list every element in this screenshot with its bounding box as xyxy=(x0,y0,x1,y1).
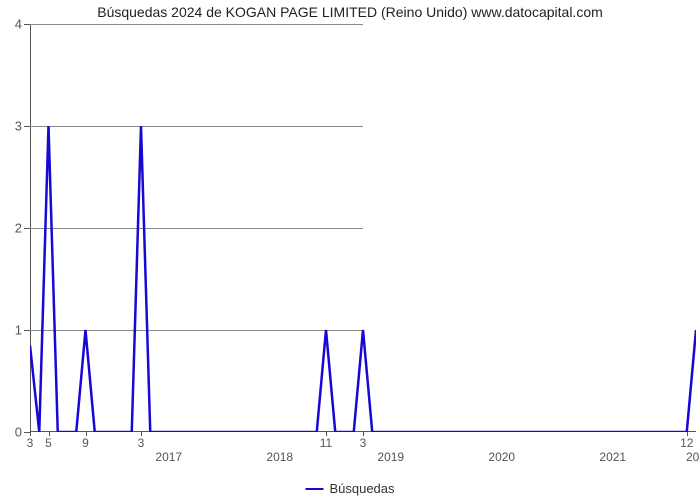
y-tick-label: 1 xyxy=(15,323,30,338)
x-major-label: 2019 xyxy=(377,450,404,464)
x-major-label: 2021 xyxy=(599,450,626,464)
x-minor-label: 3 xyxy=(360,436,367,450)
x-major-label: 2017 xyxy=(155,450,182,464)
line-chart: Búsquedas 2024 de KOGAN PAGE LIMITED (Re… xyxy=(0,0,700,500)
y-tick-label: 2 xyxy=(15,221,30,236)
legend-swatch xyxy=(305,488,323,490)
chart-title: Búsquedas 2024 de KOGAN PAGE LIMITED (Re… xyxy=(0,4,700,20)
y-tick-label: 4 xyxy=(15,17,30,32)
x-major-label: 202 xyxy=(686,450,700,464)
series-line xyxy=(30,24,696,432)
x-minor-label: 3 xyxy=(138,436,145,450)
plot-area: 0123435931131220172018201920202021202 xyxy=(30,24,696,432)
x-minor-label: 12 xyxy=(680,436,693,450)
y-tick-label: 3 xyxy=(15,119,30,134)
x-minor-label: 11 xyxy=(320,436,332,450)
x-minor-label: 3 xyxy=(27,436,34,450)
x-minor-label: 9 xyxy=(82,436,89,450)
legend: Búsquedas xyxy=(305,481,394,496)
x-major-label: 2018 xyxy=(266,450,293,464)
x-minor-label: 5 xyxy=(45,436,52,450)
x-major-label: 2020 xyxy=(488,450,515,464)
legend-label: Búsquedas xyxy=(329,481,394,496)
